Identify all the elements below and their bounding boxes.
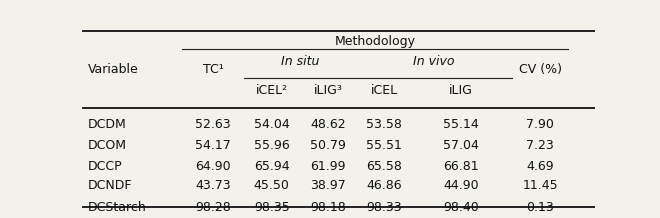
Text: 98.28: 98.28 <box>195 201 231 214</box>
Text: In vivo: In vivo <box>413 55 455 68</box>
Text: iLIG³: iLIG³ <box>314 84 343 97</box>
Text: 53.58: 53.58 <box>366 118 402 131</box>
Text: In situ: In situ <box>280 55 319 68</box>
Text: DCOM: DCOM <box>88 140 127 152</box>
Text: 43.73: 43.73 <box>195 179 231 192</box>
Text: 45.50: 45.50 <box>254 179 290 192</box>
Text: 98.35: 98.35 <box>254 201 290 214</box>
Text: Variable: Variable <box>88 63 139 76</box>
Text: 55.96: 55.96 <box>254 140 290 152</box>
Text: 50.79: 50.79 <box>310 140 346 152</box>
Text: iLIG: iLIG <box>449 84 473 97</box>
Text: 66.81: 66.81 <box>444 160 478 174</box>
Text: TC¹: TC¹ <box>203 63 223 76</box>
Text: 11.45: 11.45 <box>523 179 558 192</box>
Text: 0.13: 0.13 <box>527 201 554 214</box>
Text: 64.90: 64.90 <box>195 160 231 174</box>
Text: CV (%): CV (%) <box>519 63 562 76</box>
Text: DCStarch: DCStarch <box>88 201 147 214</box>
Text: DCNDF: DCNDF <box>88 179 132 192</box>
Text: Methodology: Methodology <box>335 34 416 48</box>
Text: 46.86: 46.86 <box>366 179 402 192</box>
Text: 57.04: 57.04 <box>443 140 479 152</box>
Text: 98.33: 98.33 <box>366 201 402 214</box>
Text: DCCP: DCCP <box>88 160 122 174</box>
Text: iCEL: iCEL <box>371 84 398 97</box>
Text: 7.90: 7.90 <box>527 118 554 131</box>
Text: iCEL²: iCEL² <box>255 84 288 97</box>
Text: 54.04: 54.04 <box>254 118 290 131</box>
Text: 55.14: 55.14 <box>443 118 479 131</box>
Text: 65.94: 65.94 <box>254 160 290 174</box>
Text: 98.18: 98.18 <box>310 201 346 214</box>
Text: 61.99: 61.99 <box>310 160 346 174</box>
Text: 38.97: 38.97 <box>310 179 346 192</box>
Text: 44.90: 44.90 <box>444 179 478 192</box>
Text: 52.63: 52.63 <box>195 118 231 131</box>
Text: 65.58: 65.58 <box>366 160 402 174</box>
Text: 54.17: 54.17 <box>195 140 231 152</box>
Text: 98.40: 98.40 <box>443 201 479 214</box>
Text: 55.51: 55.51 <box>366 140 402 152</box>
Text: DCDM: DCDM <box>88 118 126 131</box>
Text: 7.23: 7.23 <box>527 140 554 152</box>
Text: 48.62: 48.62 <box>310 118 346 131</box>
Text: 4.69: 4.69 <box>527 160 554 174</box>
